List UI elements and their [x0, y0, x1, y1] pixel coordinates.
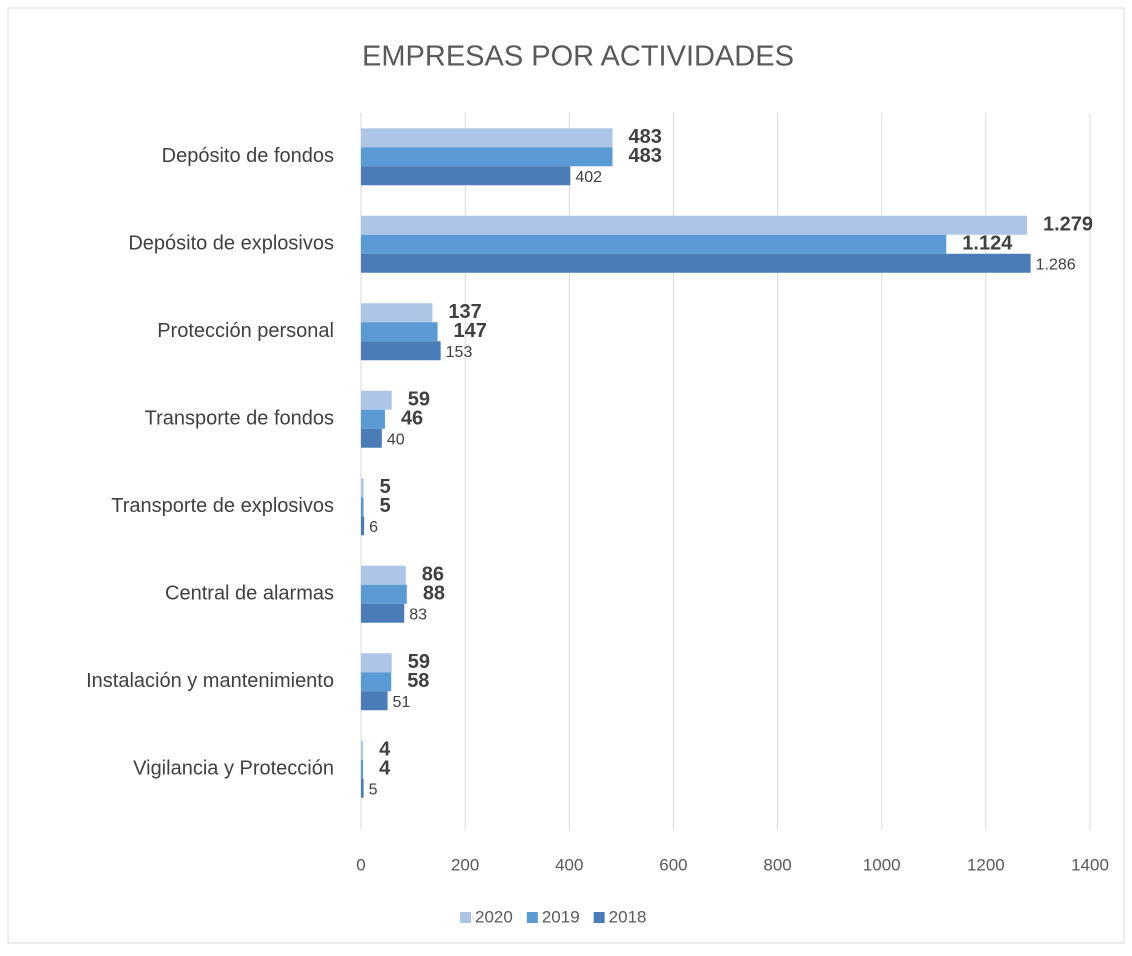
- x-tick-label: 200: [451, 855, 479, 874]
- bar: [361, 128, 613, 148]
- data-label: 58: [407, 670, 429, 692]
- bar: [361, 691, 388, 711]
- data-label: 147: [454, 320, 487, 342]
- data-label: 5: [380, 476, 391, 498]
- data-label: 4: [379, 758, 391, 780]
- bar: [361, 516, 365, 536]
- chart-title: EMPRESAS POR ACTIVIDADES: [362, 41, 794, 73]
- x-tick-label: 600: [659, 855, 687, 874]
- data-label: 46: [401, 408, 423, 430]
- data-label: 86: [422, 564, 444, 586]
- bar: [361, 428, 382, 448]
- data-label: 5: [369, 781, 378, 798]
- x-tick-label: 0: [356, 855, 365, 874]
- data-label: 59: [408, 651, 430, 673]
- bar: [361, 565, 406, 585]
- bar: [361, 653, 392, 673]
- x-tick-label: 1200: [967, 855, 1005, 874]
- legend-label: 2018: [609, 907, 647, 926]
- data-label: 1.286: [1036, 256, 1076, 273]
- bar: [361, 409, 385, 429]
- bar: [361, 497, 364, 517]
- bar: [361, 234, 947, 254]
- y-tick-label: Instalación y mantenimiento: [86, 670, 334, 692]
- y-tick-label: Transporte de explosivos: [111, 495, 334, 517]
- data-label: 6: [369, 519, 378, 536]
- bar: [361, 584, 407, 604]
- x-tick-label: 400: [555, 855, 583, 874]
- x-tick-label: 800: [763, 855, 791, 874]
- data-label: 59: [408, 389, 430, 411]
- y-tick-label: Vigilancia y Protección: [133, 758, 334, 780]
- bar: [361, 603, 405, 623]
- bar: [361, 759, 364, 779]
- data-label: 5: [380, 495, 391, 517]
- bar: [361, 215, 1027, 235]
- legend-label: 2019: [542, 907, 580, 926]
- bar: [361, 672, 392, 692]
- y-tick-label: Depósito de fondos: [162, 145, 334, 167]
- y-tick-label: Transporte de fondos: [145, 408, 334, 430]
- bar: [361, 390, 392, 410]
- bar: [361, 322, 438, 342]
- data-label: 137: [448, 301, 481, 323]
- data-label: 40: [387, 431, 405, 448]
- legend-swatch: [593, 912, 605, 923]
- bar: [361, 147, 613, 167]
- data-label: 402: [575, 169, 602, 186]
- data-label: 51: [393, 694, 411, 711]
- x-tick-label: 1000: [863, 855, 901, 874]
- bar: [361, 253, 1031, 273]
- bar: [361, 778, 364, 798]
- legend-label: 2020: [475, 907, 513, 926]
- legend-swatch: [460, 912, 471, 923]
- y-tick-label: Depósito de explosivos: [128, 233, 334, 255]
- x-tick-label: 1400: [1071, 855, 1109, 874]
- bar: [361, 740, 364, 760]
- y-tick-label: Protección personal: [157, 320, 334, 342]
- data-label: 1.124: [962, 233, 1013, 255]
- data-label: 483: [629, 126, 662, 148]
- bar: [361, 478, 364, 498]
- bar: [361, 303, 433, 323]
- y-tick-label: Central de alarmas: [165, 583, 334, 605]
- data-label: 83: [409, 606, 427, 623]
- data-label: 153: [446, 344, 473, 361]
- bar: [361, 341, 441, 361]
- data-label: 1.279: [1043, 214, 1093, 236]
- data-label: 88: [423, 583, 445, 605]
- legend-swatch: [526, 912, 538, 923]
- bar: [361, 166, 571, 186]
- data-label: 483: [629, 145, 662, 167]
- data-label: 4: [379, 739, 391, 761]
